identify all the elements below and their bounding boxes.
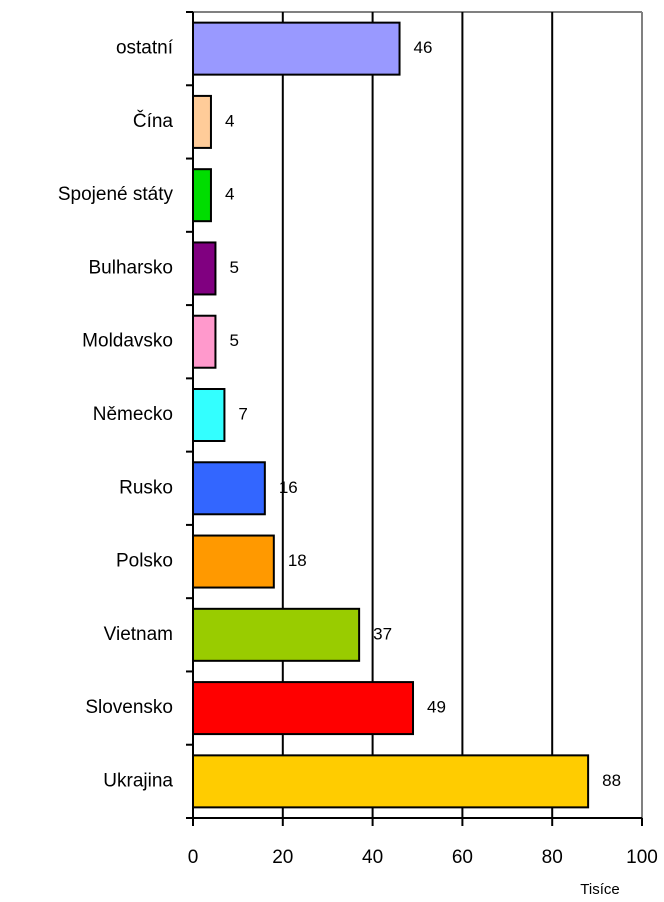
y-tick-label: Německo: [93, 404, 173, 425]
y-tick-label: Čína: [133, 110, 174, 132]
x-tick-label: 60: [452, 847, 473, 868]
y-tick-label: Ukrajina: [103, 770, 173, 791]
data-label: 49: [427, 698, 446, 717]
bar: [192, 241, 217, 296]
x-tick-label: 100: [626, 847, 658, 868]
bar: [192, 607, 361, 662]
y-tick-label: Slovensko: [85, 697, 173, 718]
bar: [192, 681, 415, 736]
data-label: 5: [229, 331, 238, 350]
bar: [192, 534, 275, 589]
data-label: 4: [225, 111, 234, 130]
x-tick-label: 80: [542, 847, 563, 868]
y-tick-label: Rusko: [119, 477, 173, 498]
bar: [192, 314, 217, 369]
y-tick-label: Polsko: [116, 551, 173, 572]
bar: [192, 168, 212, 223]
data-label: 16: [279, 478, 298, 497]
x-tick-label: 20: [272, 847, 293, 868]
x-tick-label: 40: [362, 847, 383, 868]
data-label: 7: [238, 404, 247, 423]
data-label: 37: [373, 624, 392, 643]
bar: [192, 388, 226, 442]
y-tick-label: Spojené státy: [58, 184, 174, 205]
data-label: 88: [602, 771, 621, 790]
data-label: 5: [229, 258, 238, 277]
data-label: 4: [225, 185, 234, 204]
bar: [192, 461, 266, 516]
bar: [192, 754, 590, 809]
data-label: 18: [288, 551, 307, 570]
bar: [192, 94, 212, 149]
y-tick-label: Moldavsko: [82, 331, 173, 352]
y-tick-label: ostatní: [116, 38, 174, 59]
data-label: 46: [414, 38, 433, 57]
y-tick-label: Vietnam: [104, 624, 173, 645]
x-tick-label: 0: [188, 847, 199, 868]
x-axis-label: Tisíce: [580, 881, 619, 898]
bar: [192, 21, 401, 76]
y-tick-label: Bulharsko: [89, 257, 174, 278]
